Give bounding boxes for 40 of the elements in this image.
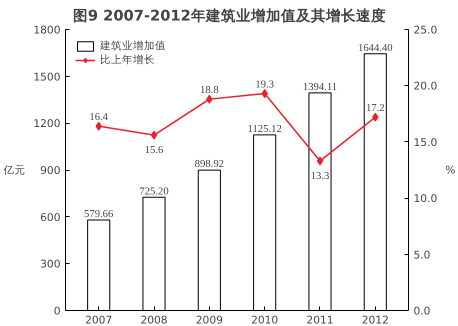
- x-tick-label: 2011: [306, 314, 334, 326]
- y-axis-title: 亿元: [2, 164, 26, 176]
- data-label: 19.3: [255, 80, 274, 91]
- y2-tick-label: 10.0: [414, 192, 438, 206]
- x-tick-label: 2009: [196, 314, 224, 326]
- y-tick-label: 300: [40, 258, 61, 271]
- y2-tick-label: 15.0: [414, 136, 438, 149]
- y-tick-label: 1500: [33, 70, 61, 84]
- legend-label: 比上年增长: [100, 53, 155, 67]
- y-tick-label: 1200: [33, 117, 61, 130]
- y2-tick-label: 0.0: [414, 304, 431, 318]
- y-tick-label: 600: [40, 210, 61, 224]
- chart-title: 图9 2007-2012年建筑业增加值及其增长速度: [72, 6, 386, 24]
- data-label: 18.8: [200, 85, 219, 96]
- y-tick-label: 900: [40, 164, 61, 177]
- y2-tick-label: 5.0: [414, 248, 431, 262]
- y2-tick-label: 20.0: [414, 80, 438, 93]
- x-tick-label: 2012: [362, 314, 389, 326]
- legend-label: 建筑业增加值: [100, 39, 166, 53]
- data-label: 1125.12: [248, 124, 282, 135]
- y2-axis-title: %: [445, 164, 456, 176]
- data-label: 13.3: [310, 171, 330, 182]
- y2-tick-label: 25.0: [414, 24, 438, 36]
- data-label: 17.2: [366, 103, 385, 114]
- data-label: 16.4: [89, 112, 109, 124]
- data-label: 898.92: [194, 159, 224, 170]
- data-label: 15.6: [144, 145, 164, 156]
- y-tick-label: 0: [54, 304, 61, 318]
- point: [316, 156, 324, 166]
- data-label: 1394.11: [302, 82, 338, 93]
- x-tick-label: 2008: [140, 314, 168, 326]
- point: [206, 94, 213, 104]
- data-label: 1644.40: [358, 42, 393, 54]
- x-tick-label: 2007: [85, 314, 112, 326]
- data-label: 579.66: [84, 209, 114, 220]
- x-tick-label: 2010: [251, 314, 278, 326]
- y-tick-label: 1800: [33, 24, 61, 36]
- point: [150, 130, 158, 140]
- point: [261, 89, 268, 98]
- data-label: 725.20: [139, 186, 169, 198]
